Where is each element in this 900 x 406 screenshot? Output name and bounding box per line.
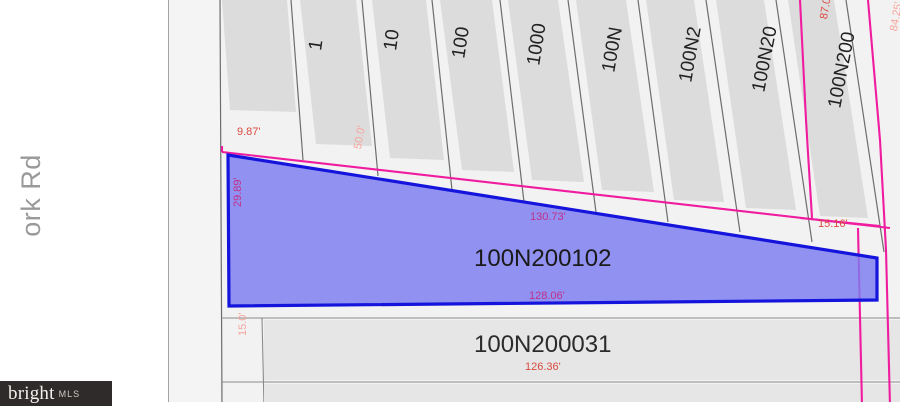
watermark: bright MLS — [0, 381, 112, 406]
watermark-suffix: MLS — [58, 388, 81, 399]
dimension-label: 15.0' — [237, 312, 249, 336]
dimension-label: 15.16' — [818, 218, 848, 230]
watermark-brand: bright — [8, 382, 55, 404]
selected-parcel-id: 100N200102 — [474, 245, 612, 272]
selected-parcel-polygon — [226, 153, 879, 308]
lower-parcel-id: 100N200031 — [474, 331, 612, 358]
building-footprints — [222, 0, 868, 218]
selected-parcel-left-dimension: 29.89' — [232, 177, 244, 207]
dimension-label: 9.87' — [237, 126, 261, 138]
street-label: ork Rd — [15, 154, 46, 237]
lower-parcel-dimension: 126.36' — [525, 361, 561, 373]
neighbor-parcel-label: 10 — [380, 28, 404, 52]
selected-parcel-top-dimension: 130.73' — [530, 211, 566, 223]
left-gutter — [0, 0, 168, 406]
lot-lines — [167, 0, 885, 406]
bottom-strip — [0, 402, 900, 406]
right-of-way-boundary — [220, 0, 892, 406]
selected-parcel-bottom-dimension: 128.06' — [529, 290, 565, 302]
